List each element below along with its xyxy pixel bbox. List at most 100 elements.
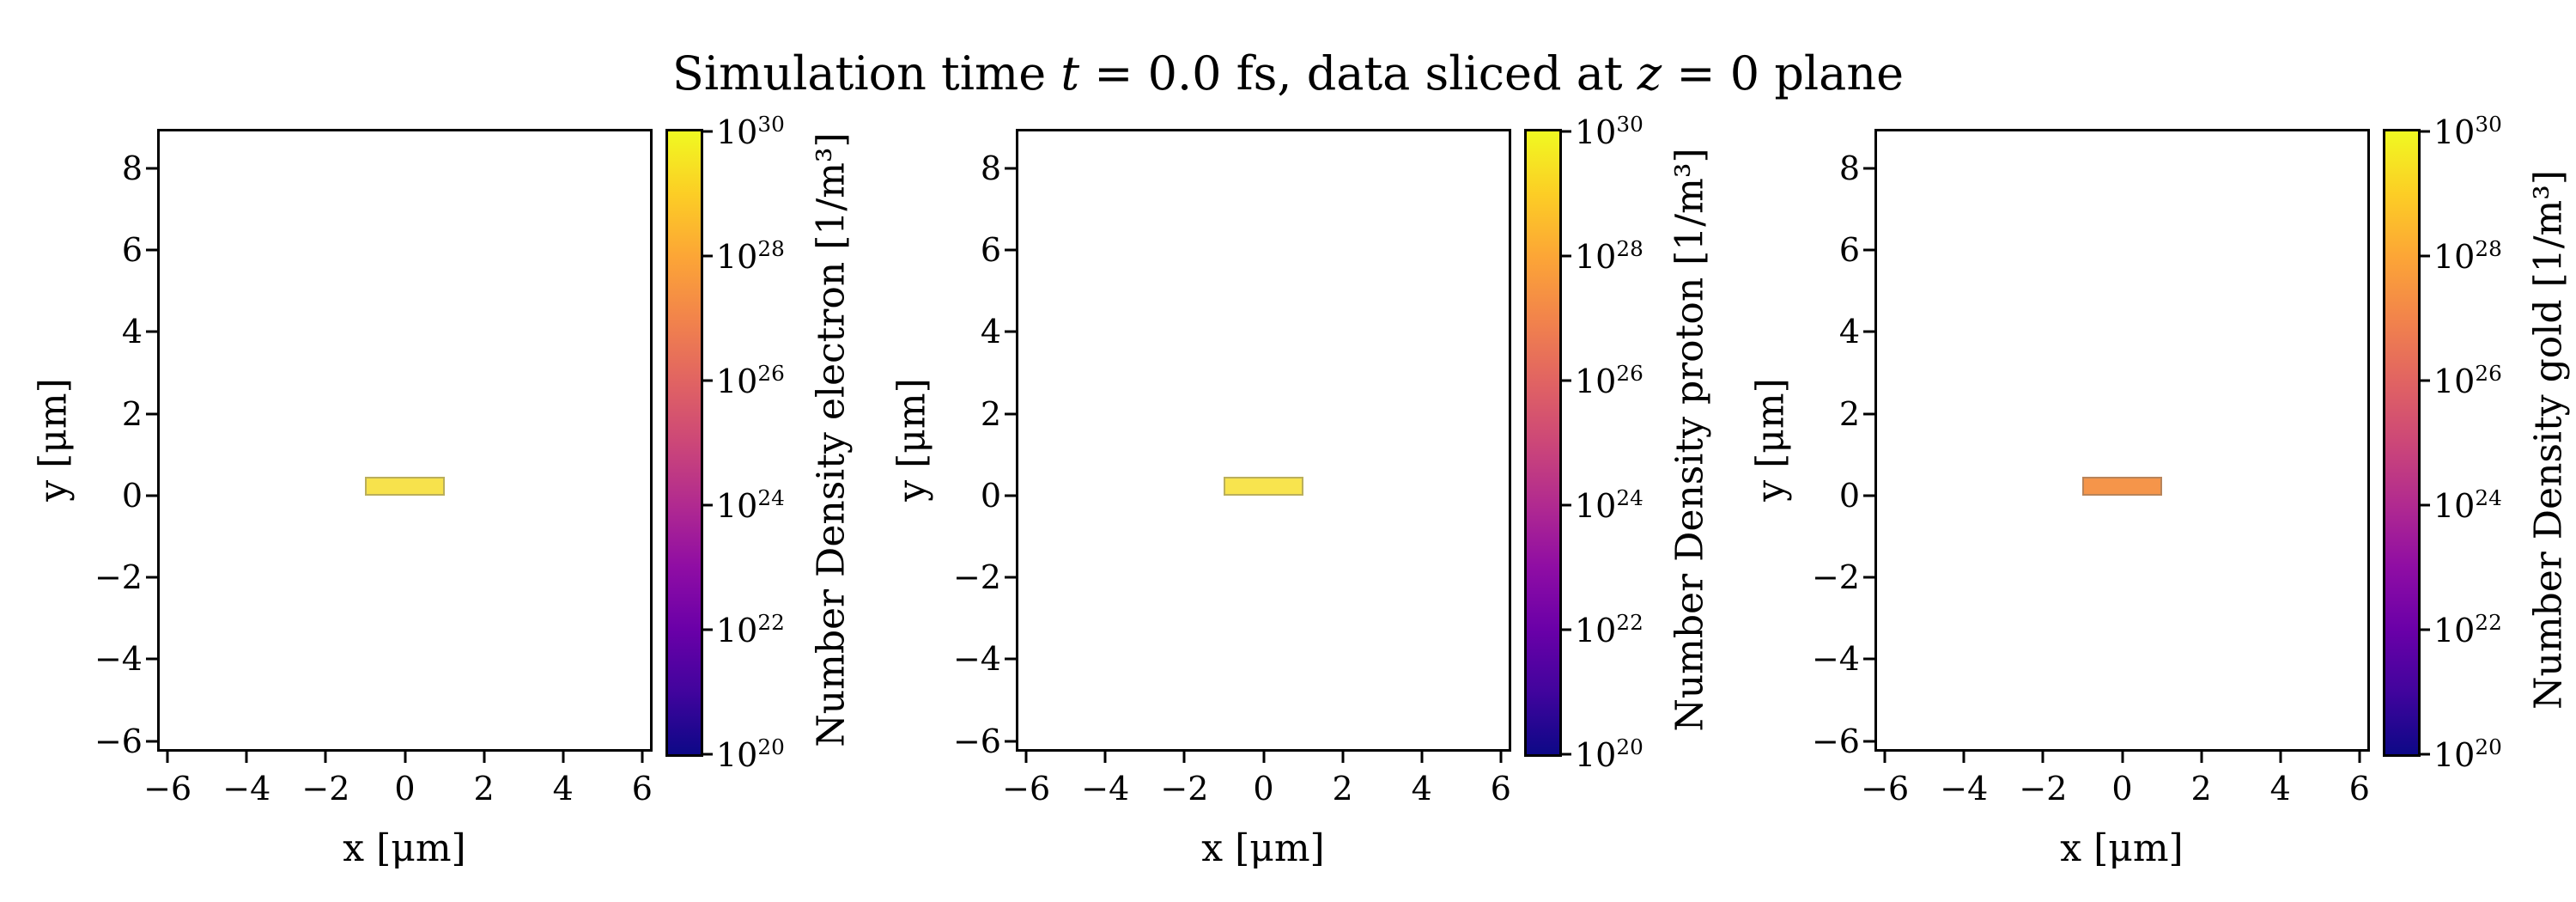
y-tick-mark <box>1863 494 1877 497</box>
x-tick-mark <box>1962 749 1965 763</box>
y-tick-label: −6 <box>94 722 143 760</box>
x-tick-label: 4 <box>1411 770 1432 808</box>
y-tick-mark <box>1005 412 1018 416</box>
y-tick-label: 0 <box>980 476 1001 515</box>
y-axis-label: y [μm] <box>31 378 76 502</box>
x-tick-label: −2 <box>301 770 350 808</box>
x-tick-mark <box>562 749 565 763</box>
figure-title: Simulation time t = 0.0 fs, data sliced … <box>0 46 2576 101</box>
x-tick-label: 0 <box>2111 770 2133 808</box>
y-tick-label: −4 <box>94 640 143 679</box>
x-tick-label: −6 <box>1861 770 1910 808</box>
y-tick-label: 4 <box>980 313 1001 351</box>
colorbar-tick-label: 1030 <box>2433 112 2502 151</box>
y-tick-label: 2 <box>980 394 1001 433</box>
x-tick-mark <box>1499 749 1503 763</box>
y-tick-mark <box>1863 412 1877 416</box>
y-tick-mark <box>1863 330 1877 333</box>
colorbar-label: Number Density electron [1/m³] <box>809 132 854 747</box>
colorbar-tick-mark <box>2418 130 2430 133</box>
colorbar: 1020 1022 1024 1026 1028 1030 <box>1524 112 1643 774</box>
y-tick-mark <box>146 576 160 579</box>
colorbar-label: Number Density gold [1/m³] <box>2526 169 2571 710</box>
x-tick-mark <box>2279 749 2282 763</box>
y-tick-mark <box>146 657 160 661</box>
x-tick-label: −6 <box>1002 770 1051 808</box>
colorbar-tick-mark <box>701 503 713 507</box>
colorbar-tick-mark <box>1559 130 1571 133</box>
x-tick-mark <box>1024 749 1028 763</box>
y-tick-mark <box>1863 167 1877 170</box>
y-tick-mark <box>1863 740 1877 742</box>
x-tick-mark <box>166 749 169 763</box>
colorbar-tick-label: 1026 <box>1575 361 1643 400</box>
x-tick-label: 6 <box>631 770 653 808</box>
x-tick-label: −4 <box>1081 770 1130 808</box>
y-tick-label: −4 <box>952 640 1001 679</box>
y-tick-mark <box>146 167 160 170</box>
title-text: = 0.0 fs, data sliced at <box>1079 46 1637 101</box>
y-tick-label: −6 <box>952 722 1001 760</box>
x-tick-mark <box>2121 749 2123 763</box>
x-tick-label: 2 <box>1332 770 1353 808</box>
colorbar-tick-mark <box>2418 628 2430 631</box>
colorbar-tick-label: 1026 <box>716 361 785 400</box>
y-tick-label: 6 <box>1838 231 1860 270</box>
y-tick-mark <box>1005 657 1018 661</box>
colorbar-tick-label: 1030 <box>716 112 785 151</box>
y-axis-label: y [μm] <box>890 378 934 502</box>
colorbar-tick-label: 1022 <box>1575 610 1643 649</box>
y-tick-mark <box>1005 248 1018 252</box>
colorbar-tick-label: 1024 <box>716 485 785 525</box>
y-tick-label: 2 <box>1838 394 1860 433</box>
colorbar-tick-label: 1028 <box>1575 236 1643 276</box>
y-tick-mark <box>1863 576 1877 579</box>
x-tick-label: 4 <box>2269 770 2291 808</box>
y-tick-label: 8 <box>1838 149 1860 187</box>
colorbar-tick-mark <box>1559 379 1571 382</box>
colorbar-tick-label: 1020 <box>2433 734 2502 774</box>
x-tick-mark <box>2200 749 2203 763</box>
y-tick-mark <box>1863 248 1877 252</box>
colorbar-tick-mark <box>701 254 713 258</box>
x-axis-label: x [μm] <box>1201 826 1325 870</box>
y-tick-mark <box>1863 657 1877 661</box>
y-tick-label: 6 <box>980 231 1001 270</box>
colorbar-tick-label: 1024 <box>2433 485 2502 525</box>
colorbar-tick-label: 1020 <box>716 734 785 774</box>
y-tick-label: −6 <box>1811 722 1860 760</box>
y-tick-mark <box>1005 740 1018 742</box>
x-tick-label: −2 <box>1160 770 1209 808</box>
y-axis-label: y [μm] <box>1748 378 1793 502</box>
x-tick-label: −4 <box>1940 770 1989 808</box>
colorbar-tick-label: 1028 <box>716 236 785 276</box>
x-tick-mark <box>1883 749 1886 763</box>
title-text: Simulation time <box>671 46 1061 101</box>
plot-area: −6 −4 −2 0 2 4 6 −6 −4 −2 0 2 4 6 8 <box>1812 129 2370 808</box>
y-tick-label: 4 <box>1838 313 1860 351</box>
x-tick-label: −6 <box>143 770 192 808</box>
x-tick-mark <box>2041 749 2044 763</box>
density-panel-gold: y [μm] −6 −4 −2 0 2 4 6 −6 −4 −2 0 2 4 6 8 1020 1022 102… <box>1717 112 2576 885</box>
plot-area: −6 −4 −2 0 2 4 6 −6 −4 −2 0 2 4 6 8 <box>94 129 653 808</box>
x-tick-mark <box>245 749 248 763</box>
y-tick-label: 8 <box>980 149 1001 187</box>
colorbar-tick-label: 1026 <box>2433 361 2502 400</box>
y-tick-label: −2 <box>94 558 143 597</box>
colorbar-tick-mark <box>2418 503 2430 507</box>
y-tick-label: 8 <box>121 149 143 187</box>
x-tick-mark <box>1182 749 1186 763</box>
x-tick-label: 2 <box>2190 770 2212 808</box>
colorbar-tick-mark <box>2418 753 2430 756</box>
colorbar-tick-label: 1020 <box>1575 734 1643 774</box>
colorbar-tick-label: 1022 <box>2433 610 2502 649</box>
colorbar-tick-label: 1030 <box>1575 112 1643 151</box>
x-tick-mark <box>1103 749 1107 763</box>
colorbar: 1020 1022 1024 1026 1028 1030 <box>665 112 785 774</box>
plot-area: −6 −4 −2 0 2 4 6 −6 −4 −2 0 2 4 6 8 <box>953 129 1511 808</box>
x-tick-mark <box>1262 749 1265 763</box>
y-tick-mark <box>146 412 160 416</box>
colorbar-tick-label: 1028 <box>2433 236 2502 276</box>
target-bar <box>1224 477 1303 496</box>
x-tick-mark <box>483 749 486 763</box>
